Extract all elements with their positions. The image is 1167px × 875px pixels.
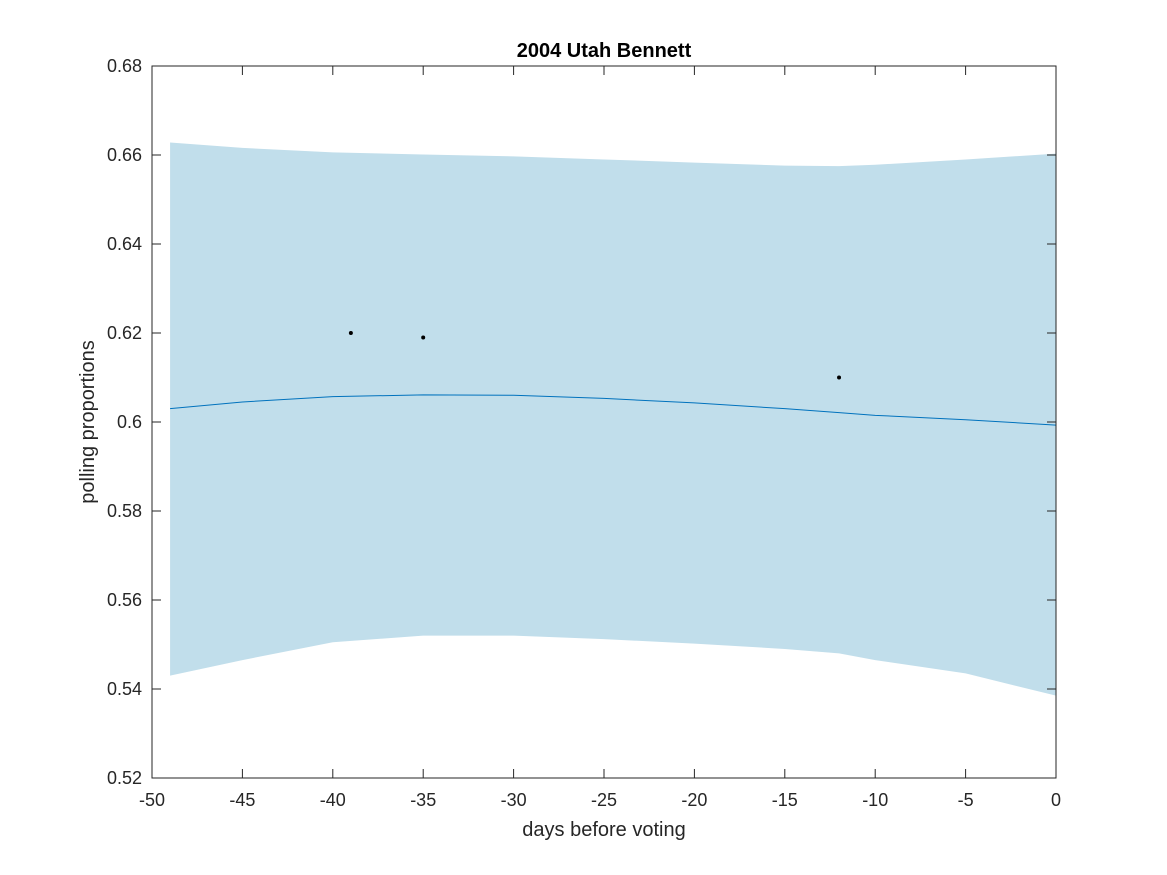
y-axis-label: polling proportions [77, 340, 99, 503]
poll-point [837, 375, 842, 380]
x-tick-label: -10 [862, 790, 888, 810]
mean-line [170, 394, 1057, 426]
poll-point [348, 331, 353, 335]
y-tick-label: 0.6 [117, 412, 142, 432]
y-tick-label: 0.54 [107, 679, 142, 699]
y-tick-label: 0.64 [107, 234, 142, 254]
x-tick-label: -35 [410, 790, 436, 810]
poll-points [348, 331, 842, 380]
x-tick-label: -25 [591, 790, 617, 810]
x-tick-label: -45 [229, 790, 255, 810]
x-tick-label: -30 [501, 790, 527, 810]
y-tick-label: 0.58 [107, 501, 142, 521]
x-ticks [151, 66, 1057, 778]
plot-area [151, 65, 1057, 779]
x-axis-label: days before voting [522, 819, 685, 841]
y-ticks [152, 65, 1056, 779]
confidence-band [170, 142, 1056, 696]
x-tick-label: -20 [681, 790, 707, 810]
x-tick-label: -15 [772, 790, 798, 810]
poll-point [421, 335, 426, 340]
chart-title: 2004 Utah Bennett [517, 40, 692, 62]
y-tick-labels: 0.52 0.54 0.56 0.58 0.6 0.62 0.64 0.66 0.68 [107, 56, 142, 788]
x-tick-label: 0 [1051, 790, 1061, 810]
x-tick-label: -40 [320, 790, 346, 810]
x-tick-label: -50 [139, 790, 165, 810]
y-tick-label: 0.52 [107, 768, 142, 788]
y-tick-label: 0.62 [107, 323, 142, 343]
y-tick-label: 0.56 [107, 590, 142, 610]
x-tick-labels: -50 -45 -40 -35 -30 -25 -20 -15 -10 -5 0 [139, 790, 1061, 810]
y-tick-label: 0.68 [107, 56, 142, 76]
y-tick-label: 0.66 [107, 145, 142, 165]
x-tick-label: -5 [958, 790, 974, 810]
